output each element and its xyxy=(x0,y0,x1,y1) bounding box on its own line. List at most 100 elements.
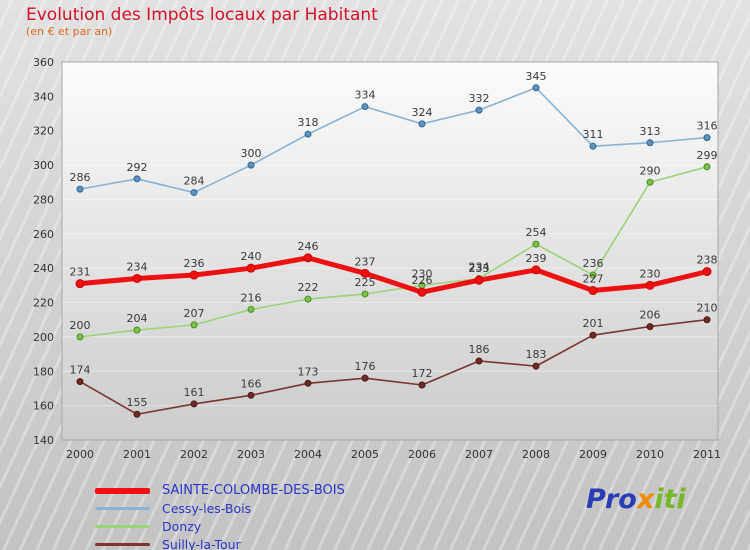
data-label-series-1: 300 xyxy=(241,147,262,160)
series-line-3 xyxy=(79,318,708,416)
data-label-series-1: 332 xyxy=(469,92,490,105)
x-tick-label: 2001 xyxy=(123,448,151,461)
data-label-series-0: 231 xyxy=(70,266,91,279)
legend-label-donzy: Donzy xyxy=(162,519,202,534)
data-point-series-1 xyxy=(304,130,312,138)
data-point-series-2 xyxy=(646,178,654,186)
plot-area xyxy=(61,61,719,441)
page-subtitle: (en € et par an) xyxy=(26,24,113,38)
series-line-1 xyxy=(79,86,708,194)
y-tick-label: 240 xyxy=(33,262,54,275)
legend-swatch-cessy-les-bois xyxy=(95,507,150,510)
x-tick-label: 2011 xyxy=(693,448,721,461)
data-label-series-3: 166 xyxy=(241,377,262,390)
data-label-series-1: 286 xyxy=(70,171,91,184)
data-point-series-0 xyxy=(702,267,712,277)
data-point-series-3 xyxy=(190,400,198,408)
y-tick-label: 280 xyxy=(33,193,54,206)
legend-swatch-donzy xyxy=(95,525,150,528)
data-point-series-1 xyxy=(190,189,198,197)
data-label-series-0: 240 xyxy=(241,250,262,263)
data-label-series-1: 345 xyxy=(526,70,547,83)
data-point-series-1 xyxy=(532,84,540,92)
data-point-series-0 xyxy=(132,273,142,283)
data-label-series-2: 216 xyxy=(241,291,262,304)
data-point-series-2 xyxy=(304,295,312,303)
data-point-series-2 xyxy=(532,240,540,248)
data-point-series-3 xyxy=(76,378,84,386)
data-point-series-3 xyxy=(532,362,540,370)
data-label-series-0: 234 xyxy=(127,260,148,273)
y-tick-label: 300 xyxy=(33,159,54,172)
title-block: Evolution des Impôts locaux par Habitant… xyxy=(26,5,378,38)
data-label-series-2: 200 xyxy=(70,319,91,332)
data-point-series-1 xyxy=(589,142,597,150)
data-label-series-0: 226 xyxy=(412,274,433,287)
y-tick-label: 340 xyxy=(33,90,54,103)
data-point-series-0 xyxy=(189,270,199,280)
line-chart: 140 160 180 200 220 240 260 280 300 320 340 360 2000… xyxy=(33,56,721,461)
x-tick-label: 2000 xyxy=(66,448,94,461)
data-label-series-2: 204 xyxy=(127,312,148,325)
data-point-series-1 xyxy=(247,161,255,169)
data-point-series-1 xyxy=(361,103,369,111)
data-point-series-2 xyxy=(76,333,84,341)
proxiti-logo: Proxiti xyxy=(586,484,686,515)
data-point-series-1 xyxy=(703,134,711,142)
data-label-series-2: 290 xyxy=(640,164,661,177)
data-label-series-3: 183 xyxy=(526,348,547,361)
data-label-series-3: 172 xyxy=(412,367,433,380)
data-label-series-0: 233 xyxy=(469,262,490,275)
series-line-2 xyxy=(79,166,708,338)
data-point-series-3 xyxy=(304,379,312,387)
data-label-series-1: 292 xyxy=(127,161,148,174)
legend-label-suilly-la-tour: Suilly-la-Tour xyxy=(162,537,241,550)
data-label-series-3: 206 xyxy=(640,309,661,322)
data-label-series-2: 222 xyxy=(298,281,319,294)
data-point-series-1 xyxy=(133,175,141,183)
data-point-series-0 xyxy=(360,268,370,278)
data-label-series-1: 313 xyxy=(640,125,661,138)
data-label-series-3: 201 xyxy=(583,317,604,330)
data-point-series-0 xyxy=(531,265,541,275)
data-label-series-0: 236 xyxy=(184,257,205,270)
data-label-series-3: 161 xyxy=(184,386,205,399)
data-label-series-3: 176 xyxy=(355,360,376,373)
legend: SAINTE-COLOMBE-DES-BOIS Cessy-les-Bois D… xyxy=(95,483,345,550)
x-tick-label: 2006 xyxy=(408,448,436,461)
data-label-series-1: 334 xyxy=(355,89,376,102)
data-label-series-2: 299 xyxy=(697,149,718,162)
data-label-series-0: 246 xyxy=(298,240,319,253)
data-label-series-2: 234 xyxy=(469,260,490,273)
data-point-series-2 xyxy=(190,321,198,329)
data-point-series-2 xyxy=(361,290,369,298)
data-point-series-3 xyxy=(646,323,654,331)
data-point-series-1 xyxy=(646,139,654,147)
data-point-series-3 xyxy=(361,374,369,382)
data-label-series-0: 227 xyxy=(583,273,604,286)
data-label-series-3: 173 xyxy=(298,365,319,378)
legend-item-cessy-les-bois: Cessy-les-Bois xyxy=(95,501,345,516)
data-point-series-3 xyxy=(133,410,141,418)
y-tick-label: 220 xyxy=(33,297,54,310)
data-label-series-3: 210 xyxy=(697,302,718,315)
legend-item-sainte-colombe: SAINTE-COLOMBE-DES-BOIS xyxy=(95,483,345,498)
data-label-series-1: 316 xyxy=(697,120,718,133)
data-label-series-3: 155 xyxy=(127,396,148,409)
data-label-series-2: 207 xyxy=(184,307,205,320)
data-point-series-1 xyxy=(475,106,483,114)
data-point-series-2 xyxy=(589,271,597,279)
x-tick-label: 2002 xyxy=(180,448,208,461)
data-point-series-0 xyxy=(417,287,427,297)
data-label-series-1: 311 xyxy=(583,128,604,141)
y-tick-label: 140 xyxy=(33,434,54,447)
logo-part-iti: iti xyxy=(654,484,686,515)
logo-part-x: x xyxy=(636,484,655,515)
data-label-series-1: 318 xyxy=(298,116,319,129)
x-tick-label: 2004 xyxy=(294,448,322,461)
legend-swatch-sainte-colombe xyxy=(95,487,150,494)
data-label-series-0: 237 xyxy=(355,255,376,268)
y-tick-label: 180 xyxy=(33,365,54,378)
x-tick-label: 2010 xyxy=(636,448,664,461)
